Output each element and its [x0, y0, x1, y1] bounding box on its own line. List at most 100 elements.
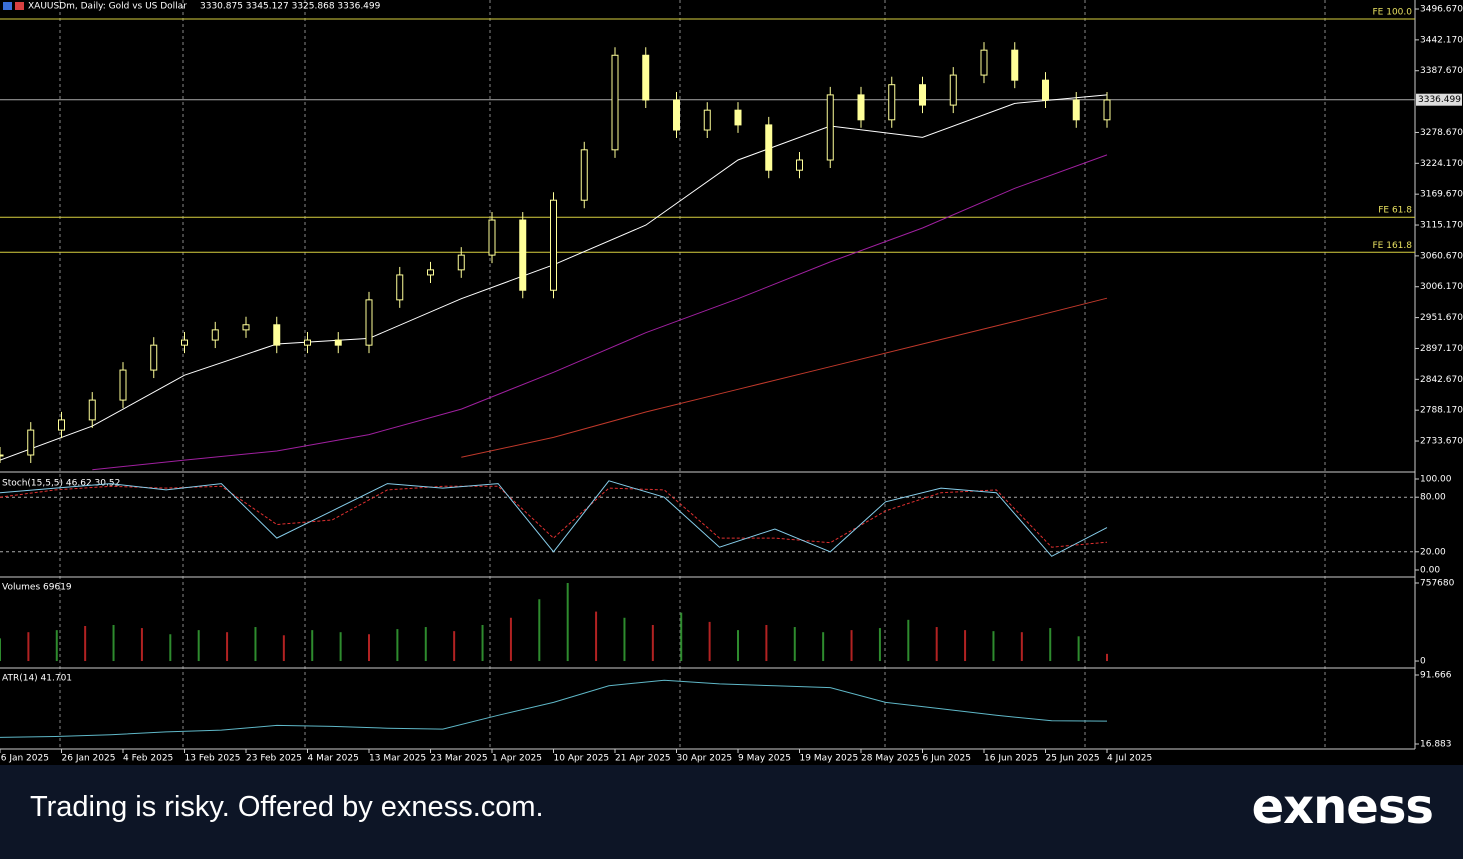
volume-bar	[1020, 632, 1023, 662]
y-tick-label: 2842.670	[1420, 375, 1463, 385]
pane-borders	[0, 0, 1416, 750]
volume-label: Volumes 69619	[2, 583, 72, 593]
y-tick-label: 2951.670	[1420, 313, 1463, 323]
volume-bar	[424, 627, 427, 662]
volume-bar	[311, 630, 314, 662]
candle	[1042, 79, 1049, 101]
current-price-label: 3336.499	[1418, 95, 1461, 105]
volume-bar	[595, 611, 598, 662]
candle	[919, 84, 926, 106]
candle	[1072, 99, 1080, 121]
volume-bar	[737, 630, 739, 662]
x-tick-label: 21 Apr 2025	[615, 754, 671, 764]
candle	[396, 274, 404, 301]
x-tick-label: 19 May 2025	[800, 754, 859, 764]
candle	[857, 94, 865, 121]
atr-line	[0, 679, 1108, 738]
volume-bar	[254, 627, 257, 662]
symbol-icon	[15, 2, 24, 10]
candle	[0, 454, 4, 457]
y-tick-label: 2788.170	[1420, 406, 1463, 416]
candle	[980, 49, 988, 76]
y-tick-label: 91.666	[1420, 670, 1452, 680]
candle	[888, 84, 896, 121]
y-tick-label: 3006.170	[1420, 282, 1463, 292]
fe-label: FE 100.0	[1373, 8, 1413, 18]
stoch-label: Stoch(15,5,5) 46.62 30.52	[2, 479, 120, 489]
candle	[457, 254, 465, 271]
volume-bar	[822, 632, 825, 662]
y-tick-label: 3442.170	[1420, 35, 1463, 45]
volume-bar	[140, 628, 143, 662]
fe-label: FE 161.8	[1373, 241, 1413, 251]
candle	[181, 339, 188, 346]
x-tick-label: 25 Jun 2025	[1046, 754, 1100, 764]
candle	[550, 199, 557, 291]
y-tick-label: 3387.670	[1420, 66, 1463, 76]
x-tick-label: 23 Feb 2025	[246, 754, 302, 764]
x-tick-label: 16 Jun 2025	[984, 754, 1038, 764]
ohlc: 3330.875 3345.127 3325.868 3336.499	[200, 2, 381, 12]
candle	[58, 419, 65, 431]
volume-bar	[368, 634, 370, 662]
x-tick-label: 6 Jun 2025	[923, 754, 971, 764]
stoch-main	[0, 480, 1108, 557]
volume-bar	[992, 631, 995, 662]
candle	[27, 429, 35, 456]
candle	[1103, 99, 1111, 121]
x-tick-label: 9 May 2025	[738, 754, 791, 764]
candle	[334, 339, 342, 346]
volume-bar	[850, 630, 853, 662]
x-tick-label: 23 Mar 2025	[431, 754, 488, 764]
volume-bar	[538, 599, 541, 662]
candle	[1011, 49, 1019, 81]
y-tick-label: 0	[1420, 657, 1426, 667]
volume-bar	[566, 582, 569, 662]
y-tick-label: 16.883	[1420, 740, 1452, 750]
x-tick-label: 4 Feb 2025	[123, 754, 173, 764]
candle	[304, 339, 311, 346]
volume-bar	[623, 617, 626, 662]
candle	[642, 54, 650, 101]
volume-bar	[1077, 636, 1080, 662]
volume-bar	[84, 626, 87, 662]
volume-bar	[680, 612, 683, 662]
volume-bar	[481, 624, 484, 662]
candle	[826, 94, 834, 161]
terminal-chart: XAUUSDm, Daily: Gold vs US Dollar 3330.8…	[0, 0, 1463, 764]
x-tick-label: 1 Apr 2025	[492, 754, 542, 764]
volume-bar	[1106, 653, 1108, 662]
volume-bar	[453, 631, 456, 662]
volume-bar	[651, 624, 654, 662]
y-tick-label: 100.00	[1420, 475, 1452, 485]
volume-bar	[765, 624, 768, 662]
y-tick-label: 3169.670	[1420, 190, 1463, 200]
candle	[580, 149, 588, 201]
fe-label: FE 61.8	[1378, 206, 1412, 216]
y-tick-label: 3278.670	[1420, 128, 1463, 138]
x-tick-label: 13 Feb 2025	[185, 754, 241, 764]
y-tick-label: 2897.170	[1420, 344, 1463, 354]
candle	[365, 299, 373, 346]
candle	[796, 159, 803, 171]
candle	[611, 54, 619, 151]
candle	[765, 124, 773, 171]
moving-average	[461, 297, 1108, 458]
candle	[427, 269, 434, 276]
volume-bar	[1049, 628, 1052, 662]
volume-bar	[0, 638, 1, 662]
volume-bar	[282, 635, 285, 662]
moving-average	[92, 154, 1108, 471]
candle	[119, 369, 127, 401]
current-price-box	[1416, 93, 1462, 106]
candle	[242, 324, 250, 331]
candle	[488, 219, 496, 256]
volume-bar	[27, 632, 30, 662]
risk-message: Trading is risky. Offered by exness.com.	[30, 791, 544, 823]
x-tick-label: 16 Jan 2025	[0, 754, 49, 764]
y-tick-label: 3224.170	[1420, 159, 1463, 169]
y-tick-label: 3496.670	[1420, 5, 1463, 15]
volume-bar	[226, 632, 229, 662]
candle	[734, 109, 742, 126]
